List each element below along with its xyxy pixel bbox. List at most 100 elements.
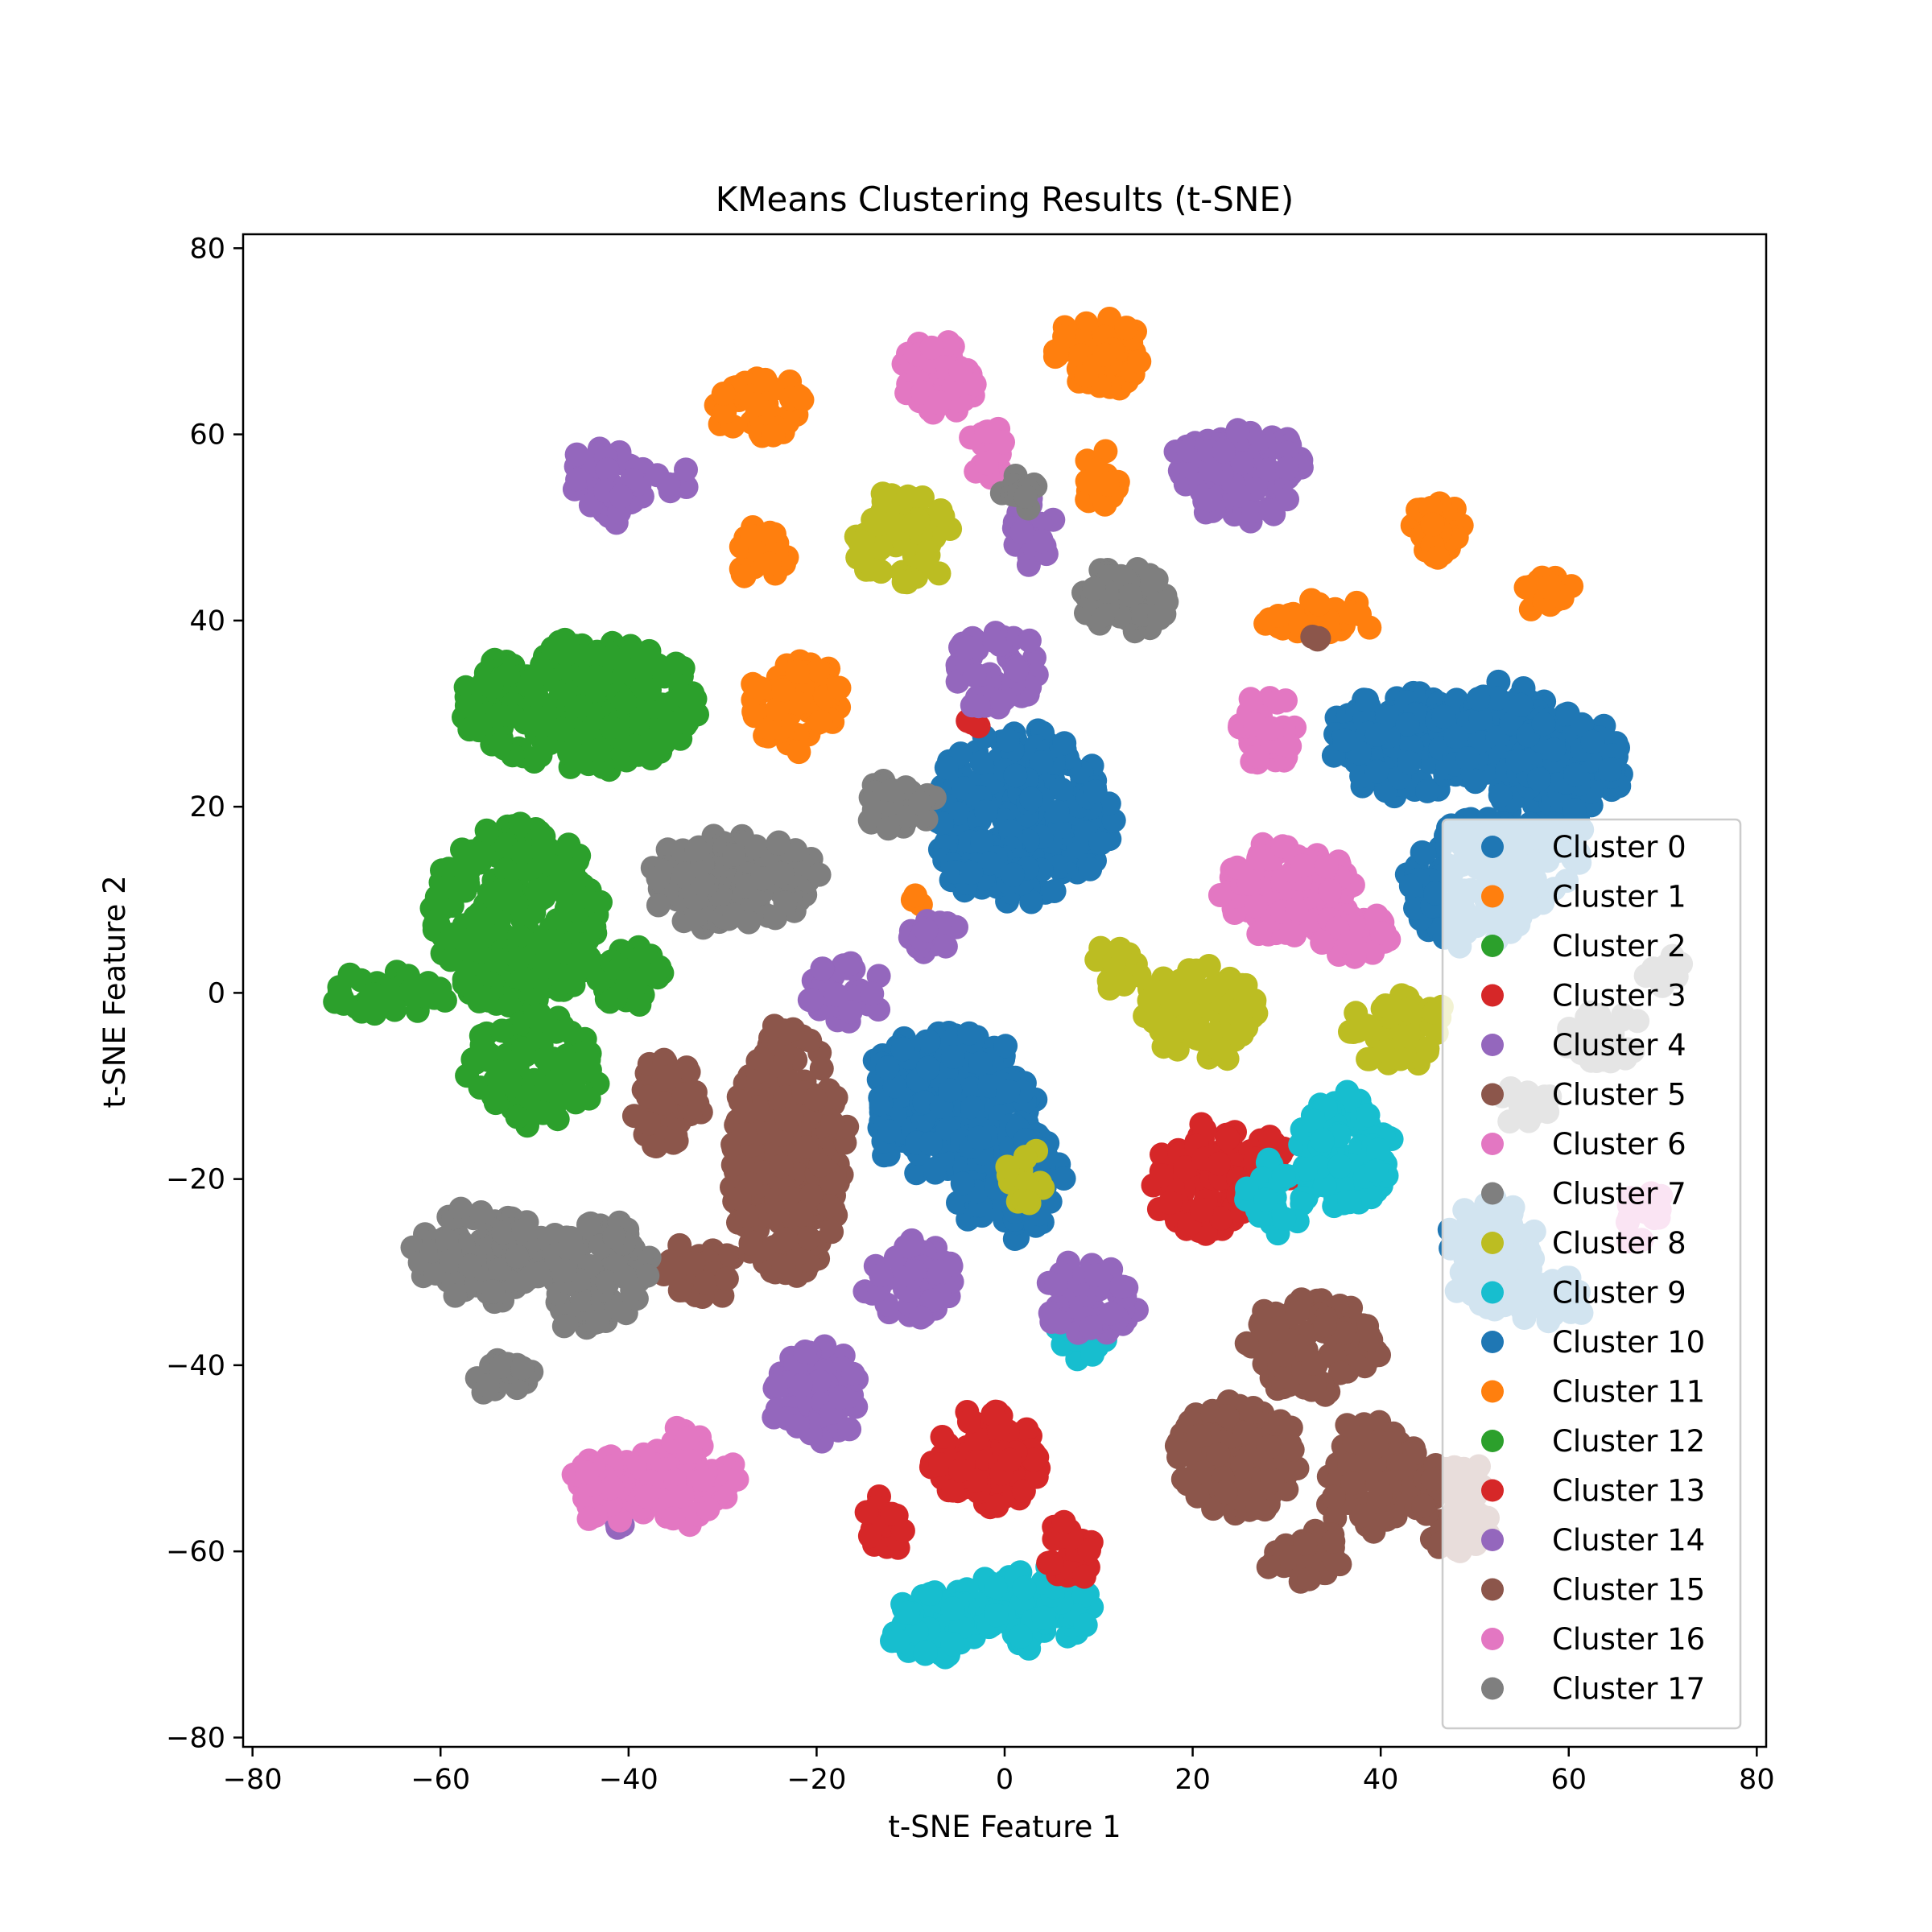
scatter-point: [1388, 1046, 1413, 1071]
scatter-point: [1039, 1551, 1064, 1576]
scatter-point: [914, 549, 938, 574]
scatter-point: [989, 689, 1014, 714]
scatter-point: [1271, 1163, 1296, 1188]
scatter-point: [1155, 1013, 1179, 1038]
scatter-point: [534, 935, 559, 959]
scatter-point: [1344, 1018, 1369, 1043]
scatter-point: [1468, 706, 1493, 731]
scatter-point: [1042, 879, 1067, 903]
scatter-point: [1536, 575, 1561, 600]
scatter-point: [1488, 783, 1513, 808]
scatter-point: [1012, 1575, 1037, 1600]
scatter-point: [1084, 1263, 1108, 1287]
scatter-point: [940, 1596, 965, 1621]
scatter-point: [962, 663, 987, 688]
scatter-point: [762, 1405, 786, 1430]
scatter-point: [1078, 1315, 1103, 1340]
scatter-point: [586, 738, 611, 763]
scatter-point: [1340, 1471, 1365, 1496]
scatter-point: [728, 1187, 752, 1212]
scatter-point: [1285, 897, 1309, 922]
scatter-point: [969, 750, 994, 775]
scatter-point: [771, 678, 796, 703]
scatter-point: [1074, 363, 1099, 388]
scatter-point: [1426, 545, 1451, 570]
scatter-point: [1225, 418, 1250, 443]
scatter-point: [997, 1447, 1022, 1472]
scatter-point: [1265, 604, 1290, 628]
scatter-point: [712, 399, 737, 424]
scatter-point: [613, 690, 638, 715]
scatter-point: [573, 717, 598, 742]
scatter-point: [1364, 1158, 1389, 1183]
scatter-point: [530, 713, 555, 738]
scatter-point: [1327, 1154, 1352, 1179]
scatter-point: [481, 1084, 506, 1108]
scatter-point: [960, 1076, 985, 1101]
scatter-point: [747, 675, 772, 700]
scatter-point: [1355, 687, 1379, 712]
scatter-point: [1364, 1434, 1389, 1459]
scatter-point: [1505, 749, 1530, 774]
scatter-point: [934, 755, 959, 780]
scatter-point: [1280, 1437, 1305, 1462]
scatter-point: [528, 743, 553, 768]
scatter-point: [1307, 592, 1331, 617]
scatter-point: [627, 947, 652, 972]
scatter-point: [1321, 1529, 1346, 1554]
scatter-point: [1083, 779, 1108, 804]
scatter-point: [1009, 1624, 1033, 1649]
scatter-point: [882, 1074, 907, 1099]
scatter-point: [860, 981, 885, 1006]
scatter-point: [1197, 488, 1222, 513]
scatter-point: [323, 989, 348, 1014]
scatter-point: [1049, 777, 1074, 802]
scatter-point: [1118, 583, 1143, 608]
scatter-point: [1395, 712, 1420, 737]
scatter-point: [1310, 931, 1335, 955]
scatter-point: [556, 832, 581, 857]
scatter-point: [1272, 1206, 1297, 1231]
scatter-point: [512, 1041, 537, 1066]
scatter-point: [1314, 854, 1339, 879]
scatter-point: [1112, 972, 1137, 997]
scatter-point: [1088, 831, 1113, 856]
scatter-point: [1563, 762, 1587, 787]
scatter-point: [1398, 873, 1423, 898]
scatter-point: [765, 697, 790, 722]
scatter-point: [622, 733, 647, 758]
scatter-point: [1466, 687, 1491, 712]
scatter-point: [1207, 1036, 1231, 1061]
scatter-point: [1337, 931, 1362, 955]
scatter-point: [930, 1425, 955, 1449]
scatter-point: [1208, 883, 1232, 907]
scatter-point: [644, 1134, 669, 1158]
scatter-point: [652, 730, 677, 755]
scatter-point: [1052, 731, 1077, 756]
scatter-point: [1348, 1504, 1373, 1529]
scatter-point: [485, 888, 510, 912]
scatter-point: [638, 678, 662, 703]
scatter-point: [564, 1090, 588, 1115]
scatter-point: [1140, 568, 1164, 593]
scatter-point: [609, 484, 634, 509]
scatter-point: [824, 1085, 848, 1110]
scatter-point: [1238, 687, 1263, 712]
scatter-point: [1078, 857, 1103, 881]
scatter-point: [1071, 1564, 1096, 1589]
scatter-point: [976, 851, 1001, 876]
scatter-point: [664, 1129, 689, 1154]
scatter-point: [786, 740, 811, 765]
scatter-point: [1042, 345, 1067, 369]
scatter-point: [1313, 1313, 1338, 1338]
scatter-point: [1531, 712, 1556, 737]
scatter-point: [918, 1582, 943, 1606]
scatter-point: [552, 627, 577, 652]
scatter-point: [1265, 1316, 1290, 1341]
scatter-point: [460, 839, 485, 864]
scatter-point: [895, 1234, 919, 1259]
scatter-point: [1150, 1163, 1174, 1188]
scatter-point: [1337, 1190, 1362, 1215]
scatter-point: [646, 893, 671, 918]
scatter-point: [1245, 1495, 1270, 1520]
